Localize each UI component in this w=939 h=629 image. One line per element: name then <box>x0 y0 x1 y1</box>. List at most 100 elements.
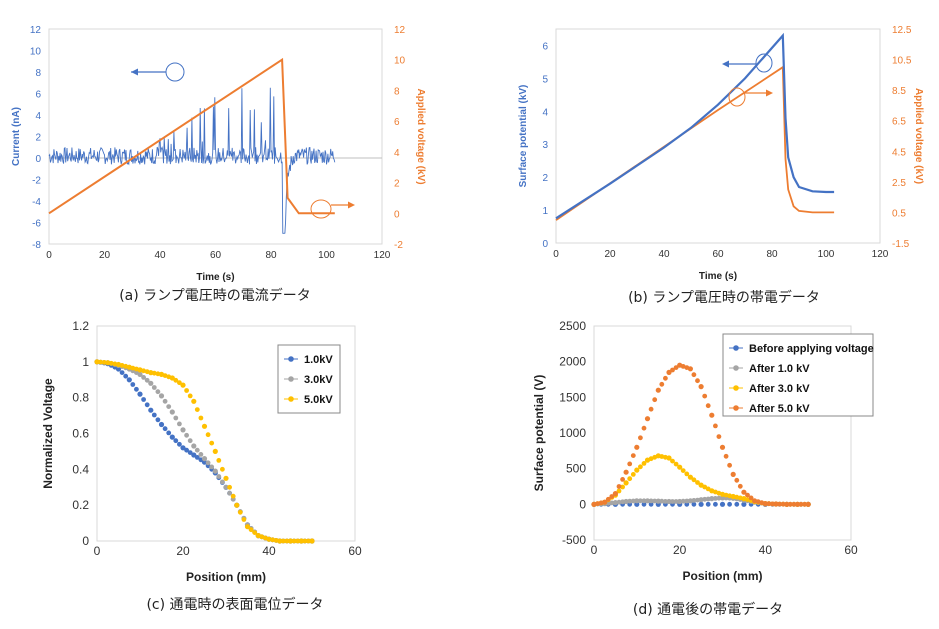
y-tick-label: 2 <box>35 133 41 144</box>
data-point-interp <box>151 370 157 376</box>
x-tick-label: 40 <box>262 544 276 558</box>
data-point <box>148 380 154 386</box>
series-applied-voltage-line <box>48 57 335 215</box>
data-point-interp <box>162 398 168 404</box>
data-point-interp <box>759 500 765 506</box>
data-point <box>277 538 283 544</box>
data-point-interp <box>691 477 697 483</box>
data-point-interp <box>748 495 754 501</box>
x-axis-label: Position (mm) <box>683 569 763 583</box>
data-point-interp <box>680 468 686 473</box>
data-point-interp <box>187 450 193 455</box>
y2-tick-label: 6 <box>394 117 400 128</box>
data-point-interp <box>737 483 743 489</box>
x-tick-label: 100 <box>318 250 335 261</box>
y-tick-label: 2000 <box>559 355 586 369</box>
data-point-interp <box>291 538 297 544</box>
data-point-interp <box>745 492 750 498</box>
data-point <box>623 498 629 505</box>
data-point <box>169 409 175 415</box>
data-point-interp <box>802 501 807 507</box>
data-point-interp <box>702 496 708 502</box>
data-point-interp <box>684 501 690 507</box>
data-point-interp <box>306 538 311 544</box>
data-point <box>94 359 100 365</box>
data-point-interp <box>227 490 233 496</box>
data-point-interp <box>673 365 679 370</box>
legend-marker <box>288 376 294 382</box>
data-point-interp <box>284 538 290 544</box>
y-tick-label: 3 <box>542 140 548 151</box>
y-tick-label: 2 <box>542 173 548 184</box>
data-point-interp <box>177 421 182 427</box>
data-point <box>212 468 218 474</box>
data-point-interp <box>713 501 718 507</box>
data-point-interp <box>684 471 690 477</box>
series-surface-potential-line <box>555 32 835 220</box>
data-point-interp <box>652 498 658 504</box>
x-tick-label: 120 <box>374 250 391 261</box>
data-point-interp <box>198 452 204 457</box>
y-tick-label: -4 <box>32 197 41 208</box>
data-point-interp <box>177 441 182 447</box>
y-tick-label: 0 <box>82 534 89 548</box>
y2-tick-label: 2.5 <box>892 178 906 189</box>
data-point-interp <box>252 530 258 535</box>
y2-axis-label: Applied voltage (kV) <box>913 88 924 184</box>
data-point <box>794 501 801 507</box>
panel-c: 0 20 40 60 0 0.2 0.4 0.6 0.8 1 1.2 Position (mm) Nor… <box>41 319 362 613</box>
legend-marker <box>733 345 739 351</box>
data-point <box>201 456 208 462</box>
data-point-interp <box>638 435 643 441</box>
x-axis-label: Time (s) <box>699 271 737 282</box>
x-tick-label: 80 <box>766 249 778 260</box>
legend-label: 5.0kV <box>304 394 333 406</box>
legend-label: 1.0kV <box>304 354 333 366</box>
data-point-interp <box>702 484 708 490</box>
y2-tick-label: 12.5 <box>892 25 912 36</box>
legend-label: After 5.0 kV <box>749 403 810 415</box>
data-point-interp <box>648 456 654 462</box>
y-tick-label: 500 <box>566 462 586 476</box>
arrowhead-right <box>766 89 773 97</box>
legend-label: After 1.0 kV <box>749 363 810 375</box>
data-point-interp <box>173 438 179 444</box>
legend-box <box>722 333 874 417</box>
data-point-interp <box>173 377 179 383</box>
data-point-interp <box>673 461 679 467</box>
legend-label: Before applying voltage <box>749 343 874 355</box>
data-point-interp <box>705 501 711 507</box>
data-point-interp <box>727 462 732 468</box>
x-tick-label: 100 <box>818 249 835 260</box>
x-axis-label: Time (s) <box>196 272 234 283</box>
data-point <box>158 393 165 399</box>
data-point-interp <box>177 380 182 386</box>
data-point-interp <box>641 425 647 431</box>
data-point <box>180 382 186 388</box>
data-point <box>191 452 197 458</box>
y-tick-label: 1.2 <box>72 319 89 333</box>
data-point <box>730 471 736 477</box>
data-point-interp <box>630 498 636 504</box>
x-tick-label: 80 <box>265 250 277 261</box>
y-tick-label: -6 <box>32 219 41 230</box>
data-point-interp <box>151 385 157 390</box>
data-point-interp <box>216 474 222 479</box>
annotation-circle-right <box>728 87 746 107</box>
data-point-interp <box>648 498 654 504</box>
data-point-interp <box>144 377 150 383</box>
data-point-interp <box>716 495 722 501</box>
y-tick-label: 1 <box>542 206 548 217</box>
panel-b: 0 20 40 60 80 100 120 0 1 2 3 4 5 6 -1.5 0.5 2.5 4.5 6.5 8.… <box>518 25 924 306</box>
data-point <box>223 475 229 481</box>
data-point-interp <box>616 484 622 489</box>
data-point-interp <box>130 382 136 387</box>
x-tick-label: 40 <box>658 249 670 260</box>
data-point-interp <box>652 454 658 460</box>
data-point-interp <box>184 447 190 453</box>
data-point-interp <box>209 464 215 470</box>
panel-d: 0 20 40 60 -500 0 500 1000 1500 2000 2500 Position … <box>532 319 874 618</box>
y-tick-label: 4 <box>35 111 41 122</box>
caption-b: (b) ランプ電圧時の帯電データ <box>628 289 820 306</box>
